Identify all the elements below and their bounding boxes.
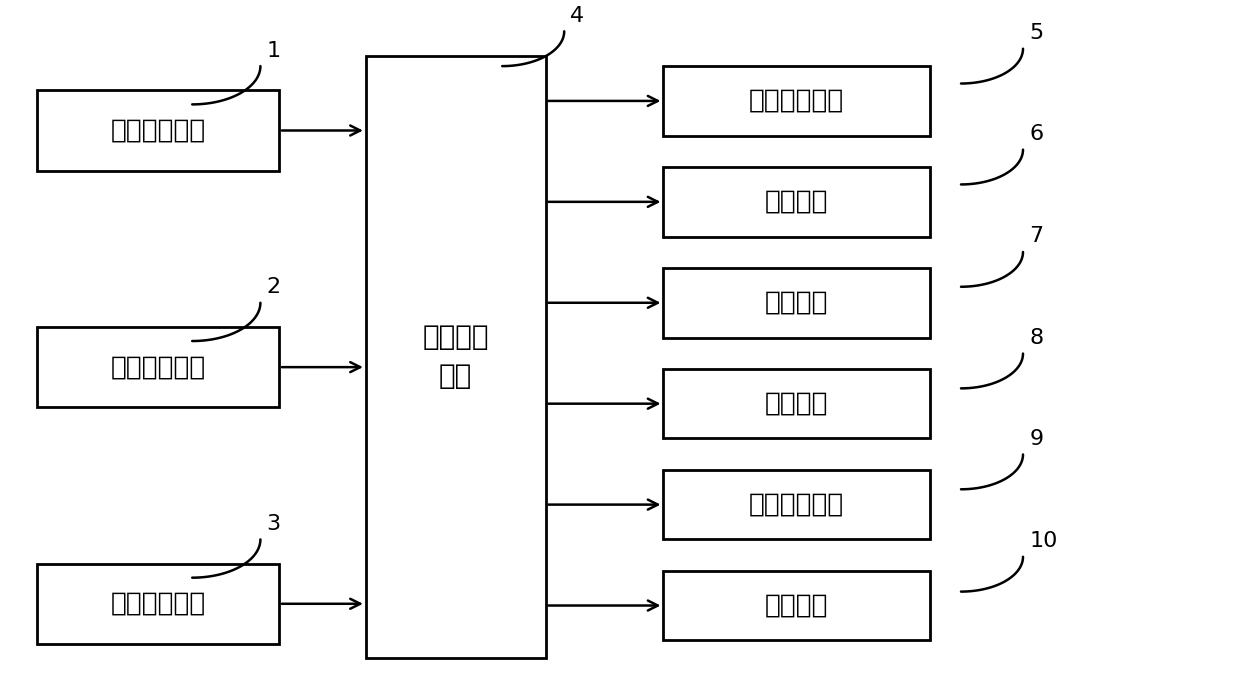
Bar [366, 56, 546, 658]
Text: 1: 1 [267, 40, 280, 61]
Text: 10: 10 [1029, 531, 1058, 551]
Bar [663, 167, 930, 237]
Text: 8: 8 [1029, 328, 1043, 348]
Text: 视频监控装置: 视频监控装置 [110, 591, 206, 617]
Bar [663, 369, 930, 438]
Text: 5: 5 [1029, 23, 1043, 43]
Text: 2: 2 [267, 277, 280, 297]
Bar [663, 571, 930, 640]
Text: 6: 6 [1029, 124, 1043, 144]
Text: 温度检测装置: 温度检测装置 [110, 118, 206, 143]
Bar [37, 90, 279, 171]
Text: 自动浇水装置: 自动浇水装置 [749, 491, 844, 518]
Text: 测量装置: 测量装置 [765, 189, 828, 215]
Text: 施肥装置: 施肥装置 [765, 390, 828, 417]
Text: 4: 4 [570, 6, 584, 26]
Text: 中央控制
装置: 中央控制 装置 [423, 323, 489, 390]
Text: 肥料制备装置: 肥料制备装置 [749, 88, 844, 114]
Bar [663, 470, 930, 539]
Text: 湿度检测装置: 湿度检测装置 [110, 354, 206, 380]
Text: 显示装置: 显示装置 [765, 592, 828, 619]
Text: 7: 7 [1029, 226, 1043, 246]
Bar [37, 564, 279, 644]
Bar [663, 66, 930, 136]
Bar [663, 268, 930, 338]
Text: 3: 3 [267, 514, 280, 534]
Text: 挖种装置: 挖种装置 [765, 290, 828, 316]
Bar [37, 327, 279, 407]
Text: 9: 9 [1029, 429, 1043, 449]
